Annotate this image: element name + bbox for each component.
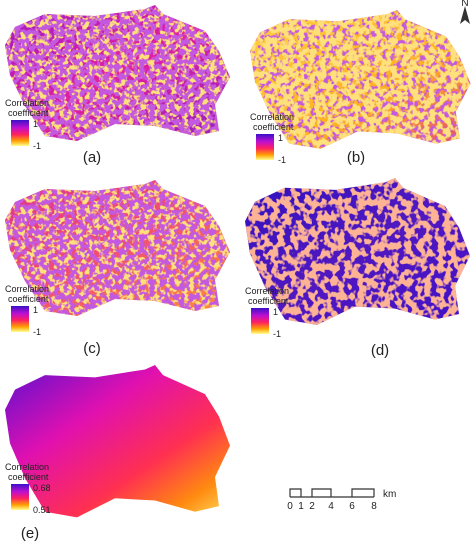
legend-max: 0.68: [33, 483, 51, 493]
map-texture: [245, 178, 470, 325]
legend-title: Correlation: [5, 284, 49, 294]
color-bar: [11, 306, 29, 332]
legend-title: Correlation: [245, 286, 289, 296]
scale-tick-label: 0: [287, 501, 293, 512]
scale-unit: km: [383, 489, 396, 500]
scale-tick-label: 4: [328, 501, 334, 512]
legend-title: Correlation: [250, 112, 294, 122]
map-panel: [5, 365, 230, 518]
color-bar: [251, 308, 269, 334]
legend-title: coefficient: [253, 122, 294, 132]
map-speckle: [5, 5, 230, 141]
legend-min: -1: [33, 141, 41, 151]
legend-max: 1: [273, 307, 278, 317]
panel-label: (d): [371, 342, 389, 359]
legend-max: 1: [33, 119, 38, 129]
legend-min: -1: [33, 327, 41, 337]
legend-title: coefficient: [8, 108, 49, 118]
legend-min: 0.51: [33, 505, 51, 515]
north-arrow: N: [460, 0, 470, 24]
legend-min: -1: [273, 329, 281, 339]
north-label: N: [461, 0, 468, 9]
map-base: [5, 365, 230, 518]
map-texture: [5, 180, 230, 316]
panel-label: (b): [347, 149, 365, 166]
map-panel: [250, 10, 471, 149]
legend-max: 1: [33, 305, 38, 315]
scale-tick-label: 8: [371, 501, 377, 512]
map-speckle: [5, 180, 230, 316]
map-speckle: [250, 10, 471, 149]
color-bar: [11, 484, 29, 510]
map-panel: [245, 178, 470, 325]
scale-tick-label: 6: [349, 501, 355, 512]
scale-tick-label: 2: [309, 501, 315, 512]
panel-label: (a): [83, 149, 101, 166]
legend-max: 1: [278, 133, 283, 143]
map-texture: [5, 5, 230, 141]
legend-title: Correlation: [5, 98, 49, 108]
legend-title: coefficient: [8, 472, 49, 482]
map-texture: [250, 10, 471, 149]
panel-label: (c): [83, 340, 101, 357]
legend-min: -1: [278, 155, 286, 165]
map-speckle: [245, 178, 470, 325]
color-bar: [256, 134, 274, 160]
scale-bar-line: [289, 488, 375, 498]
legend-title: Correlation: [5, 462, 49, 472]
legend-title: coefficient: [8, 294, 49, 304]
map-panel: [5, 5, 230, 141]
color-bar: [11, 120, 29, 146]
map-panel: [5, 180, 230, 316]
panel-label: (e): [21, 525, 39, 542]
scale-tick-label: 1: [298, 501, 304, 512]
legend-title: coefficient: [248, 296, 289, 306]
scale-bar: 0 1 2 4 6 8 km: [287, 488, 396, 512]
